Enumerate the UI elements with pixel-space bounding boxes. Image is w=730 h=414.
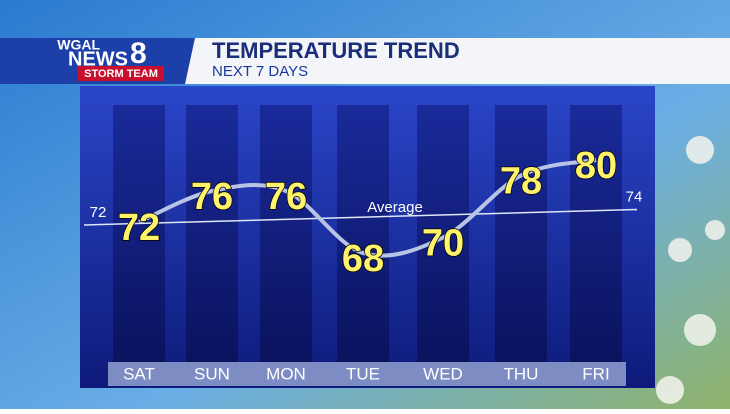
average-label: Average (367, 199, 423, 216)
x-tick-label: FRI (582, 364, 609, 383)
x-tick-label: TUE (346, 364, 380, 383)
trend-line (138, 158, 597, 258)
value-label: 76 (191, 176, 233, 218)
x-tick-label: SAT (123, 364, 155, 383)
logo-number: 8 (130, 37, 147, 70)
flowers (656, 136, 725, 404)
x-tick-label: SUN (194, 364, 230, 383)
day-column (417, 105, 469, 362)
day-column (186, 105, 238, 362)
chart-subtitle: NEXT 7 DAYS (212, 63, 308, 80)
logo-team: STORM TEAM (84, 68, 158, 80)
logo-news: NEWS (68, 48, 128, 70)
day-column (495, 105, 547, 362)
day-column (260, 105, 312, 362)
logo-station: WGAL (57, 37, 100, 53)
value-label: 78 (500, 161, 542, 203)
day-strip (108, 362, 626, 386)
average-line (83, 208, 638, 226)
day-column (113, 105, 165, 362)
x-tick-label: THU (504, 364, 539, 383)
value-label: 72 (118, 207, 160, 249)
value-label: 70 (422, 223, 464, 265)
x-tick-label: MON (266, 364, 306, 383)
value-label: 68 (342, 238, 384, 280)
value-label: 80 (575, 145, 617, 187)
value-label: 76 (265, 176, 307, 218)
average-end: 74 (626, 188, 643, 205)
logo-team-box (78, 66, 164, 81)
x-tick-label: WED (423, 364, 463, 383)
day-column (337, 105, 389, 362)
day-column (570, 105, 622, 362)
average-start: 72 (90, 204, 107, 221)
chart-title: TEMPERATURE TREND (212, 38, 460, 63)
